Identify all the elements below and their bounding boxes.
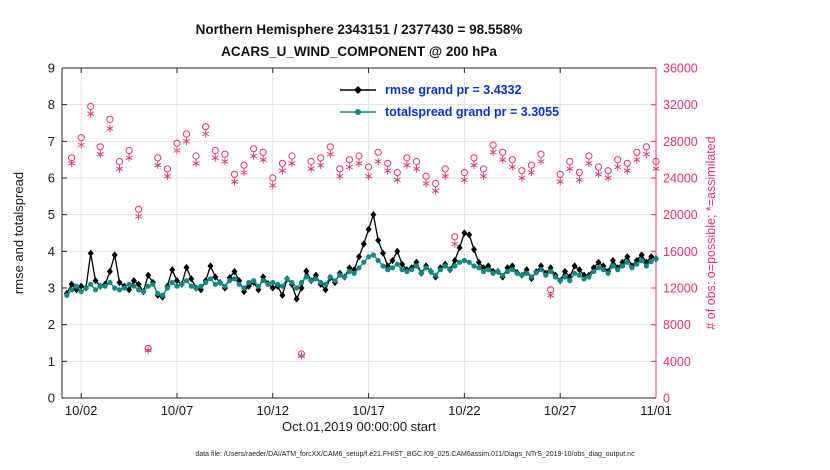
y-right-tick-label: 28000 [663,135,698,149]
y-right-tick-label: 8000 [663,318,691,332]
y-left-tick-label: 6 [48,171,55,186]
y-right-tick-label: 16000 [663,245,698,259]
y-right-tick-label: 24000 [663,172,698,186]
x-tick-label: 11/01 [640,403,672,418]
y-right-tick-label: 0 [663,392,670,406]
right-axis-label: # of obs: o=possible; *=assimilated [704,136,718,330]
y-right-tick-label: 12000 [663,282,698,296]
x-tick-label: 10/12 [257,403,290,418]
obs-assimilated-markers [68,110,660,360]
y-right-tick-label: 4000 [663,355,691,369]
y-left-tick-label: 4 [48,244,55,259]
rmse-series [63,211,660,303]
totalspread-series [64,252,659,298]
legend: rmse grand pr = 3.4332 totalspread grand… [338,79,559,123]
y-left-tick-label: 3 [48,281,55,296]
data-file-caption: data file: /Users/raeder/DAI/ATM_forcXX/… [195,451,635,458]
chart-title-line2: ACARS_U_WIND_COMPONENT @ 200 hPa [221,44,497,59]
obs-possible-markers [68,102,660,358]
totalspread-legend-label: totalspread grand pr = 3.3055 [385,105,560,119]
y-left-tick-label: 8 [48,97,55,112]
x-axis-label: Oct.01,2019 00:00:00 start [282,419,436,434]
y-left-tick-label: 7 [48,134,55,149]
y-left-tick-label: 0 [48,391,55,406]
rmse-line-sample-icon [340,86,376,94]
x-tick-label: 10/07 [161,403,194,418]
left-axis-label: rmse and totalspread [11,171,26,295]
legend-item-totalspread: totalspread grand pr = 3.3055 [338,101,559,123]
y-left-tick-label: 2 [48,317,55,332]
legend-item-rmse: rmse grand pr = 3.4332 [338,79,559,101]
x-tick-label: 10/17 [352,403,385,418]
x-tick-label: 10/27 [544,403,577,418]
series-layer [63,102,660,360]
rmse-legend-label: rmse grand pr = 3.4332 [385,83,522,97]
y-right-tick-label: 20000 [663,208,698,222]
axes: 10/02 10/07 10/12 10/17 10/22 10/27 11/0101234… [48,61,698,419]
y-left-tick-label: 5 [48,207,55,222]
y-right-tick-label: 36000 [663,62,698,76]
x-tick-label: 10/22 [448,403,481,418]
y-left-tick-label: 1 [48,354,55,369]
y-left-tick-label: 9 [48,61,55,76]
y-right-tick-label: 32000 [663,98,698,112]
x-tick-label: 10/02 [65,403,98,418]
chart-title-line1: Northern Hemisphere 2343151 / 2377430 = … [195,22,523,37]
totalspread-line-sample-icon [340,109,376,115]
